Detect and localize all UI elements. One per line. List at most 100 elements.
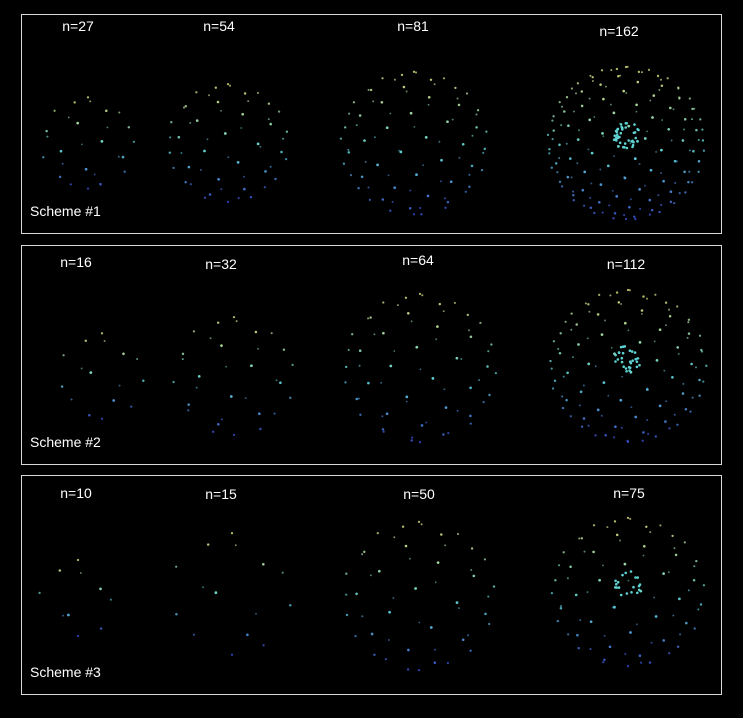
n-label: n=75 bbox=[613, 485, 645, 501]
sphere-point bbox=[652, 94, 656, 97]
sphere-point bbox=[384, 658, 387, 661]
sphere-point bbox=[482, 151, 485, 154]
sphere-point bbox=[380, 100, 384, 104]
sphere-point bbox=[199, 169, 202, 171]
sphere-point bbox=[640, 309, 644, 312]
sphere-point bbox=[446, 120, 449, 124]
sphere-point bbox=[580, 104, 584, 108]
sphere-point bbox=[422, 164, 425, 167]
sphere-point bbox=[587, 303, 590, 306]
sphere-point bbox=[683, 128, 686, 131]
sphere-point bbox=[382, 301, 385, 304]
sphere-point bbox=[647, 432, 650, 435]
sphere-point bbox=[454, 86, 457, 90]
sphere-point bbox=[633, 215, 636, 219]
sphere-point bbox=[641, 439, 644, 442]
sphere-point bbox=[552, 129, 555, 132]
sphere-point bbox=[693, 627, 696, 630]
sphere-point bbox=[662, 572, 665, 575]
sphere-point bbox=[668, 427, 671, 430]
sphere-point bbox=[637, 81, 639, 84]
sphere-point bbox=[659, 524, 662, 527]
sphere-point bbox=[392, 596, 395, 599]
sphere-point bbox=[556, 171, 559, 174]
sphere-point bbox=[583, 550, 586, 553]
sphere-point bbox=[99, 587, 102, 591]
sphere-point bbox=[695, 128, 698, 132]
sphere-point bbox=[436, 561, 440, 564]
sphere-point bbox=[255, 612, 257, 615]
sphere-point bbox=[546, 133, 550, 137]
sphere-point bbox=[206, 543, 210, 546]
sphere-point bbox=[360, 175, 364, 179]
sphere-point bbox=[671, 534, 674, 538]
point-sphere bbox=[339, 70, 488, 216]
sphere-point bbox=[572, 193, 575, 197]
sphere-point bbox=[216, 100, 220, 104]
sphere-point bbox=[391, 200, 394, 203]
sphere-point bbox=[635, 103, 638, 107]
sphere-point bbox=[621, 375, 624, 378]
sphere-point bbox=[192, 633, 196, 636]
sphere-point bbox=[195, 119, 199, 122]
sphere-point bbox=[121, 155, 125, 159]
sphere-point bbox=[494, 371, 498, 375]
sphere-point bbox=[261, 562, 265, 566]
sphere-point bbox=[577, 646, 580, 650]
inner-cluster-point bbox=[616, 580, 620, 584]
sphere-point bbox=[400, 73, 404, 77]
sphere-point bbox=[562, 551, 565, 554]
sphere-point bbox=[228, 84, 232, 87]
inner-cluster-point bbox=[624, 571, 627, 575]
sphere-point bbox=[345, 572, 348, 575]
sphere-point bbox=[602, 135, 605, 138]
sphere-point bbox=[100, 140, 104, 143]
sphere-point bbox=[415, 173, 418, 177]
sphere-point bbox=[598, 578, 601, 582]
sphere-point bbox=[684, 407, 688, 411]
sphere-point bbox=[698, 159, 701, 163]
sphere-point bbox=[699, 603, 703, 606]
sphere-point bbox=[613, 155, 615, 158]
point-sphere bbox=[168, 82, 289, 204]
sphere-point bbox=[683, 170, 686, 174]
sphere-point bbox=[249, 195, 253, 199]
sphere-point bbox=[697, 138, 700, 141]
sphere-point bbox=[627, 124, 631, 128]
sphere-point bbox=[642, 431, 645, 434]
sphere-point bbox=[420, 523, 423, 526]
sphere-point bbox=[575, 323, 578, 326]
sphere-point bbox=[572, 190, 575, 193]
sphere-point bbox=[230, 653, 234, 656]
sphere-point bbox=[442, 433, 445, 436]
sphere-point bbox=[603, 634, 606, 637]
inner-cluster-point bbox=[623, 142, 627, 145]
inner-cluster-point bbox=[615, 130, 619, 134]
sphere-point bbox=[702, 149, 706, 152]
sphere-point bbox=[561, 406, 565, 410]
sphere-point bbox=[692, 578, 696, 582]
sphere-point bbox=[404, 296, 408, 299]
sphere-point bbox=[112, 399, 116, 402]
point-sphere bbox=[38, 558, 112, 638]
sphere-point bbox=[665, 324, 667, 327]
n-label: n=162 bbox=[599, 23, 639, 39]
sphere-point bbox=[483, 147, 487, 151]
sphere-point bbox=[259, 427, 262, 431]
inner-cluster-point bbox=[618, 141, 622, 145]
sphere-point bbox=[658, 404, 662, 408]
sphere-point bbox=[457, 607, 460, 610]
inner-cluster-point bbox=[637, 588, 641, 592]
sphere-point bbox=[614, 425, 617, 429]
sphere-point bbox=[349, 174, 353, 177]
sphere-point bbox=[681, 139, 685, 142]
sphere-point bbox=[45, 129, 48, 133]
sphere-point bbox=[216, 321, 220, 324]
sphere-point bbox=[587, 424, 590, 427]
sphere-point bbox=[409, 111, 413, 115]
inner-cluster-point bbox=[636, 591, 639, 595]
sphere-point bbox=[269, 165, 272, 168]
sphere-point bbox=[438, 140, 441, 143]
sphere-point bbox=[579, 390, 583, 394]
sphere-point bbox=[469, 335, 473, 339]
